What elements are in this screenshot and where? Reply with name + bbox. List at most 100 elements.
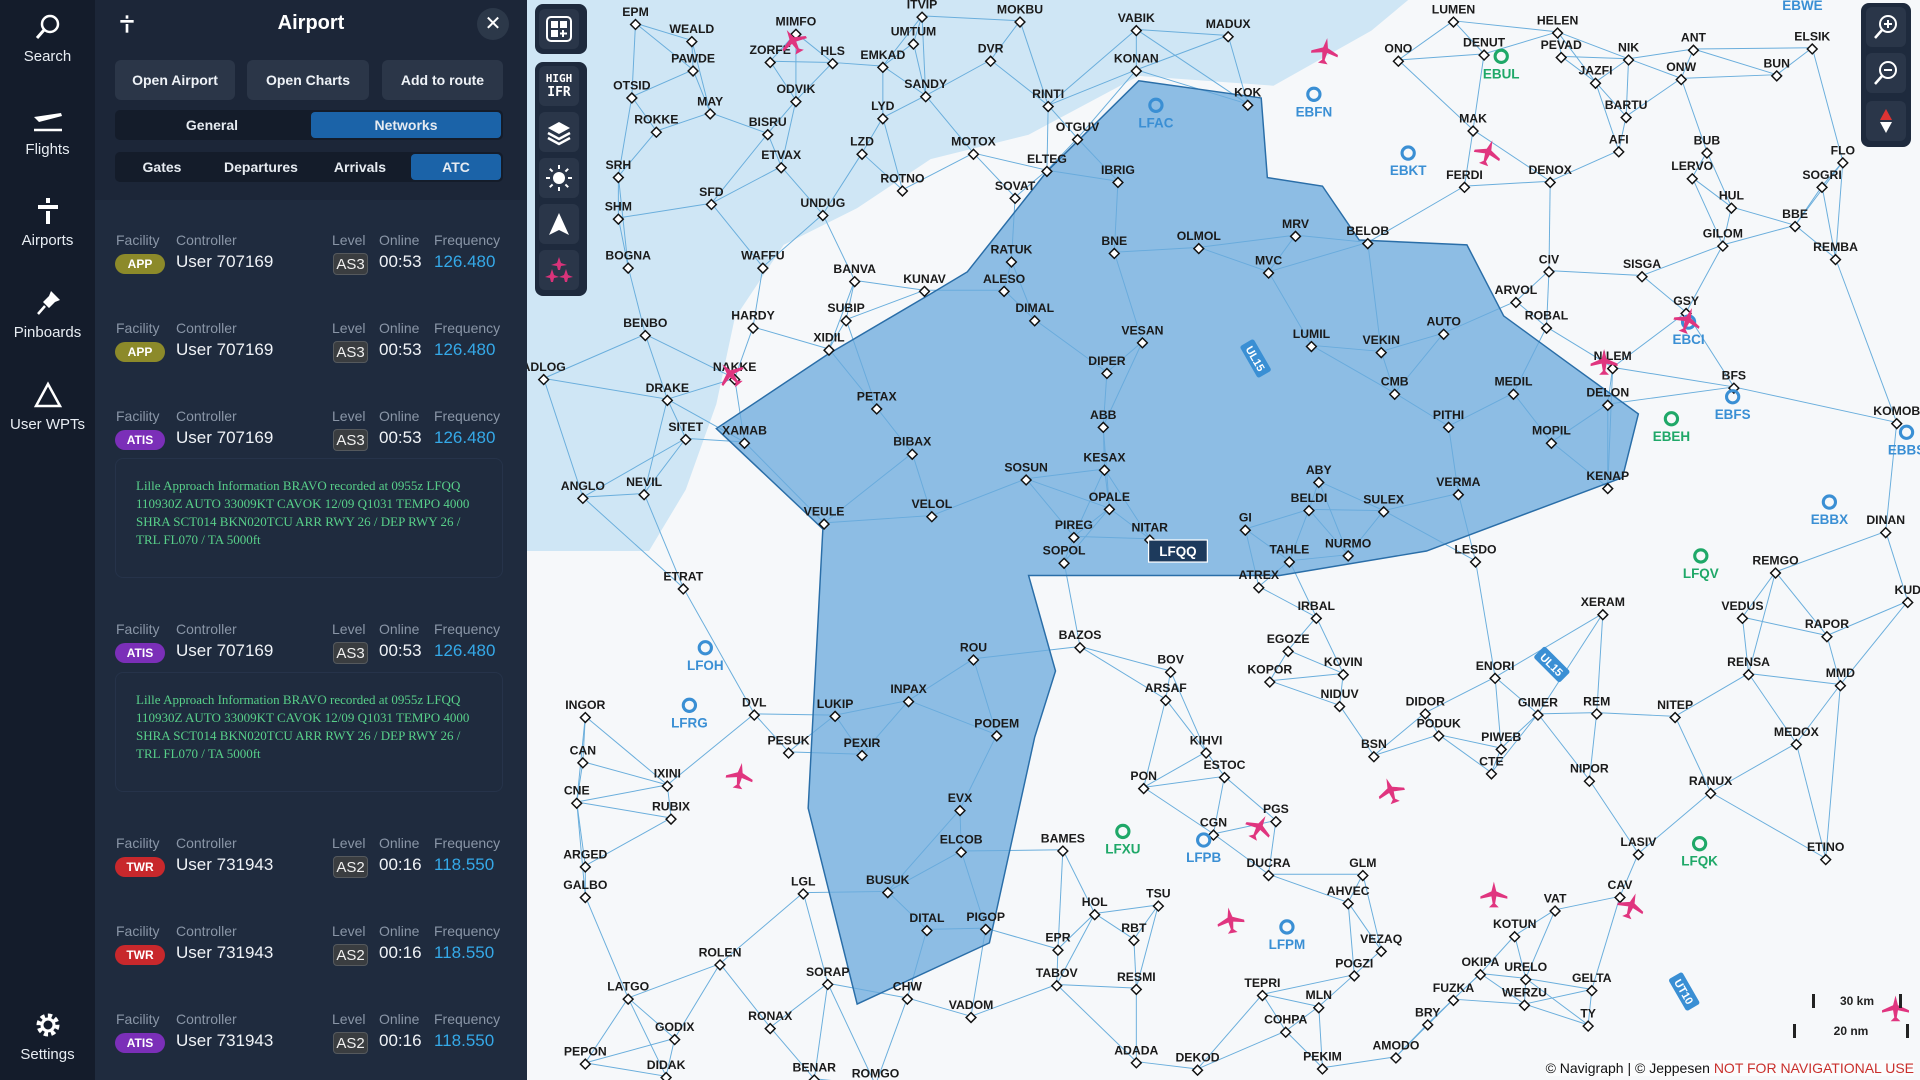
waypoint[interactable]: SOGRI bbox=[1802, 168, 1842, 194]
aircraft-icon[interactable] bbox=[1882, 995, 1909, 1022]
waypoint[interactable]: SOSUN bbox=[1004, 460, 1048, 486]
airport-label[interactable]: EBKT bbox=[1390, 163, 1427, 178]
waypoint[interactable]: TEPRI bbox=[1244, 976, 1280, 1002]
waypoint[interactable]: ITVIP bbox=[907, 0, 938, 24]
waypoint[interactable]: NIK bbox=[1618, 40, 1639, 66]
waypoint[interactable]: RATUK bbox=[990, 242, 1033, 268]
waypoint[interactable]: COHPA bbox=[1264, 1013, 1308, 1039]
frequency[interactable]: 118.550 bbox=[434, 943, 495, 962]
waypoint[interactable]: PIREG bbox=[1055, 518, 1093, 544]
waypoint[interactable]: REMGO bbox=[1752, 553, 1799, 579]
waypoint[interactable]: VEZAQ bbox=[1360, 932, 1402, 958]
open-charts-button[interactable]: Open Charts bbox=[247, 60, 369, 100]
airport-label[interactable]: EBBX bbox=[1811, 512, 1848, 527]
waypoint[interactable]: BOGNA bbox=[605, 249, 651, 275]
waypoint[interactable]: DIPER bbox=[1088, 354, 1126, 380]
airport-label[interactable]: EBUL bbox=[1483, 66, 1520, 81]
waypoint[interactable]: DINAN bbox=[1866, 513, 1905, 539]
waypoint[interactable]: CAV bbox=[1608, 878, 1634, 904]
waypoint[interactable]: ELCOB bbox=[940, 833, 983, 859]
waypoint[interactable]: FERDI bbox=[1446, 168, 1483, 194]
north-up-button[interactable] bbox=[539, 204, 579, 244]
waypoint[interactable]: BIBAX bbox=[893, 435, 932, 461]
waypoint[interactable]: CGN bbox=[1200, 816, 1227, 842]
waypoint[interactable]: ELSIK bbox=[1794, 29, 1830, 55]
waypoint[interactable]: CHW bbox=[893, 980, 923, 1006]
waypoint[interactable]: ANT bbox=[1681, 31, 1707, 57]
aircraft-icon[interactable] bbox=[712, 356, 749, 393]
waypoint[interactable]: EMKAD bbox=[860, 48, 905, 74]
waypoint[interactable]: VAT bbox=[1544, 891, 1567, 917]
waypoint[interactable]: KOTUN bbox=[1493, 917, 1537, 943]
waypoint[interactable]: ESTOC bbox=[1204, 758, 1246, 784]
waypoint[interactable]: PODUK bbox=[1417, 716, 1461, 742]
aircraft-icon[interactable] bbox=[1590, 348, 1618, 375]
waypoint[interactable]: UNDUG bbox=[800, 196, 845, 222]
waypoint[interactable]: IXINI bbox=[654, 767, 681, 793]
waypoint[interactable]: NIDUV bbox=[1321, 687, 1360, 713]
waypoint[interactable]: BSN bbox=[1361, 737, 1387, 763]
airport-icon[interactable] bbox=[1196, 832, 1212, 848]
waypoint[interactable]: LASIV bbox=[1620, 835, 1657, 861]
waypoint[interactable]: ROTNO bbox=[880, 171, 925, 197]
airport-icon[interactable] bbox=[1148, 97, 1164, 113]
waypoint[interactable]: VERMA bbox=[1436, 475, 1481, 501]
waypoint[interactable]: EGOZE bbox=[1267, 632, 1310, 658]
waypoint[interactable]: GI bbox=[1239, 511, 1252, 537]
waypoint[interactable]: ABB bbox=[1090, 408, 1117, 434]
waypoint[interactable]: DEKOD bbox=[1175, 1051, 1220, 1077]
waypoint[interactable]: BAMES bbox=[1041, 831, 1085, 857]
waypoint[interactable]: ONO bbox=[1384, 42, 1412, 68]
waypoint[interactable]: VEKIN bbox=[1363, 333, 1401, 359]
waypoint[interactable]: HELEN bbox=[1537, 13, 1579, 39]
waypoint[interactable]: PAWDE bbox=[671, 51, 715, 77]
airport-icon[interactable] bbox=[1493, 48, 1509, 64]
waypoint[interactable]: MAY bbox=[697, 94, 723, 120]
waypoint[interactable]: PEPON bbox=[564, 1045, 607, 1071]
waypoint[interactable]: PODEM bbox=[974, 716, 1019, 742]
airport-icon[interactable] bbox=[1725, 389, 1741, 405]
waypoint[interactable]: BAZOS bbox=[1059, 628, 1102, 654]
waypoint[interactable]: GLM bbox=[1349, 856, 1376, 882]
waypoint[interactable]: RESMI bbox=[1117, 970, 1156, 996]
airport-label[interactable]: LFPM bbox=[1269, 937, 1306, 952]
waypoint[interactable]: ZORFE bbox=[749, 43, 791, 69]
airport-label[interactable]: LFQV bbox=[1683, 566, 1719, 581]
waypoint[interactable]: BUN bbox=[1763, 56, 1790, 82]
waypoint[interactable]: LATGO bbox=[607, 980, 649, 1006]
waypoint[interactable]: SOPOL bbox=[1043, 544, 1086, 570]
layers-button[interactable] bbox=[539, 112, 579, 152]
airport-label[interactable]: LFPB bbox=[1186, 850, 1221, 865]
waypoint[interactable]: INGOR bbox=[565, 698, 606, 724]
airport-label[interactable]: EBFN bbox=[1296, 104, 1333, 119]
waypoint[interactable]: XAMAB bbox=[722, 424, 767, 450]
waypoint[interactable]: LGL bbox=[791, 874, 816, 900]
waypoint[interactable]: CTE bbox=[1479, 754, 1504, 780]
aircraft-icon[interactable] bbox=[1614, 889, 1648, 922]
waypoint[interactable]: INPAX bbox=[890, 682, 928, 708]
aircraft-icon[interactable] bbox=[1241, 809, 1277, 845]
aircraft-icon[interactable] bbox=[775, 23, 811, 59]
waypoint[interactable]: CMB bbox=[1381, 375, 1409, 401]
waypoint[interactable]: SULEX bbox=[1363, 492, 1405, 518]
frequency[interactable]: 126.480 bbox=[434, 428, 496, 447]
waypoint[interactable]: PIGOP bbox=[966, 910, 1005, 936]
waypoint[interactable]: RBT bbox=[1121, 921, 1147, 947]
atc-list[interactable]: Facility Controller Level Online Frequen… bbox=[95, 200, 527, 1080]
waypoint[interactable]: OKIPA bbox=[1461, 955, 1499, 981]
airport-label[interactable]: LFQK bbox=[1681, 854, 1718, 869]
waypoint[interactable]: FLO bbox=[1831, 143, 1855, 169]
waypoint[interactable]: ABY bbox=[1306, 463, 1332, 489]
airport-icon[interactable] bbox=[681, 697, 698, 713]
aircraft-icon[interactable] bbox=[1374, 774, 1408, 807]
waypoint[interactable]: BENAR bbox=[793, 1060, 837, 1080]
tab-atc[interactable]: ATC bbox=[411, 154, 501, 180]
chart-type-button[interactable]: HIGH IFR bbox=[539, 66, 579, 106]
waypoint[interactable]: BOV bbox=[1157, 653, 1185, 679]
waypoint[interactable]: DENOX bbox=[1528, 163, 1573, 189]
waypoint[interactable]: BENBO bbox=[623, 316, 667, 342]
tab-departures[interactable]: Departures bbox=[224, 159, 298, 175]
frequency[interactable]: 126.480 bbox=[434, 252, 496, 271]
waypoint[interactable]: GODIX bbox=[655, 1020, 695, 1046]
airport-icon[interactable] bbox=[1693, 548, 1709, 564]
